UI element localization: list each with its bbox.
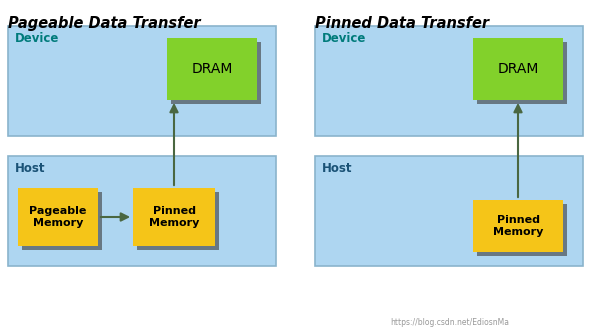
Bar [133, 188, 215, 246]
Text: Pinned
Memory: Pinned Memory [493, 215, 543, 237]
Bar [477, 42, 567, 104]
Text: Host: Host [322, 162, 352, 175]
Bar [8, 156, 276, 266]
Bar [315, 26, 583, 136]
Bar [137, 192, 219, 250]
Bar [8, 26, 276, 136]
Text: Pinned
Memory: Pinned Memory [149, 206, 199, 228]
Bar [18, 188, 98, 246]
Text: https://blog.csdn.net/EdiosnMa: https://blog.csdn.net/EdiosnMa [390, 318, 509, 327]
Text: Pinned Data Transfer: Pinned Data Transfer [315, 16, 489, 31]
Bar [22, 192, 102, 250]
Text: DRAM: DRAM [498, 62, 539, 76]
Text: DRAM: DRAM [191, 62, 233, 76]
Bar [171, 42, 261, 104]
Text: Device: Device [322, 32, 367, 45]
Bar [167, 38, 257, 100]
Text: Host: Host [15, 162, 45, 175]
Bar [473, 38, 563, 100]
Text: Pageable
Memory: Pageable Memory [29, 206, 87, 228]
Bar [477, 204, 567, 256]
Bar [315, 156, 583, 266]
Bar [473, 200, 563, 252]
Text: Device: Device [15, 32, 59, 45]
Text: Pageable Data Transfer: Pageable Data Transfer [8, 16, 200, 31]
